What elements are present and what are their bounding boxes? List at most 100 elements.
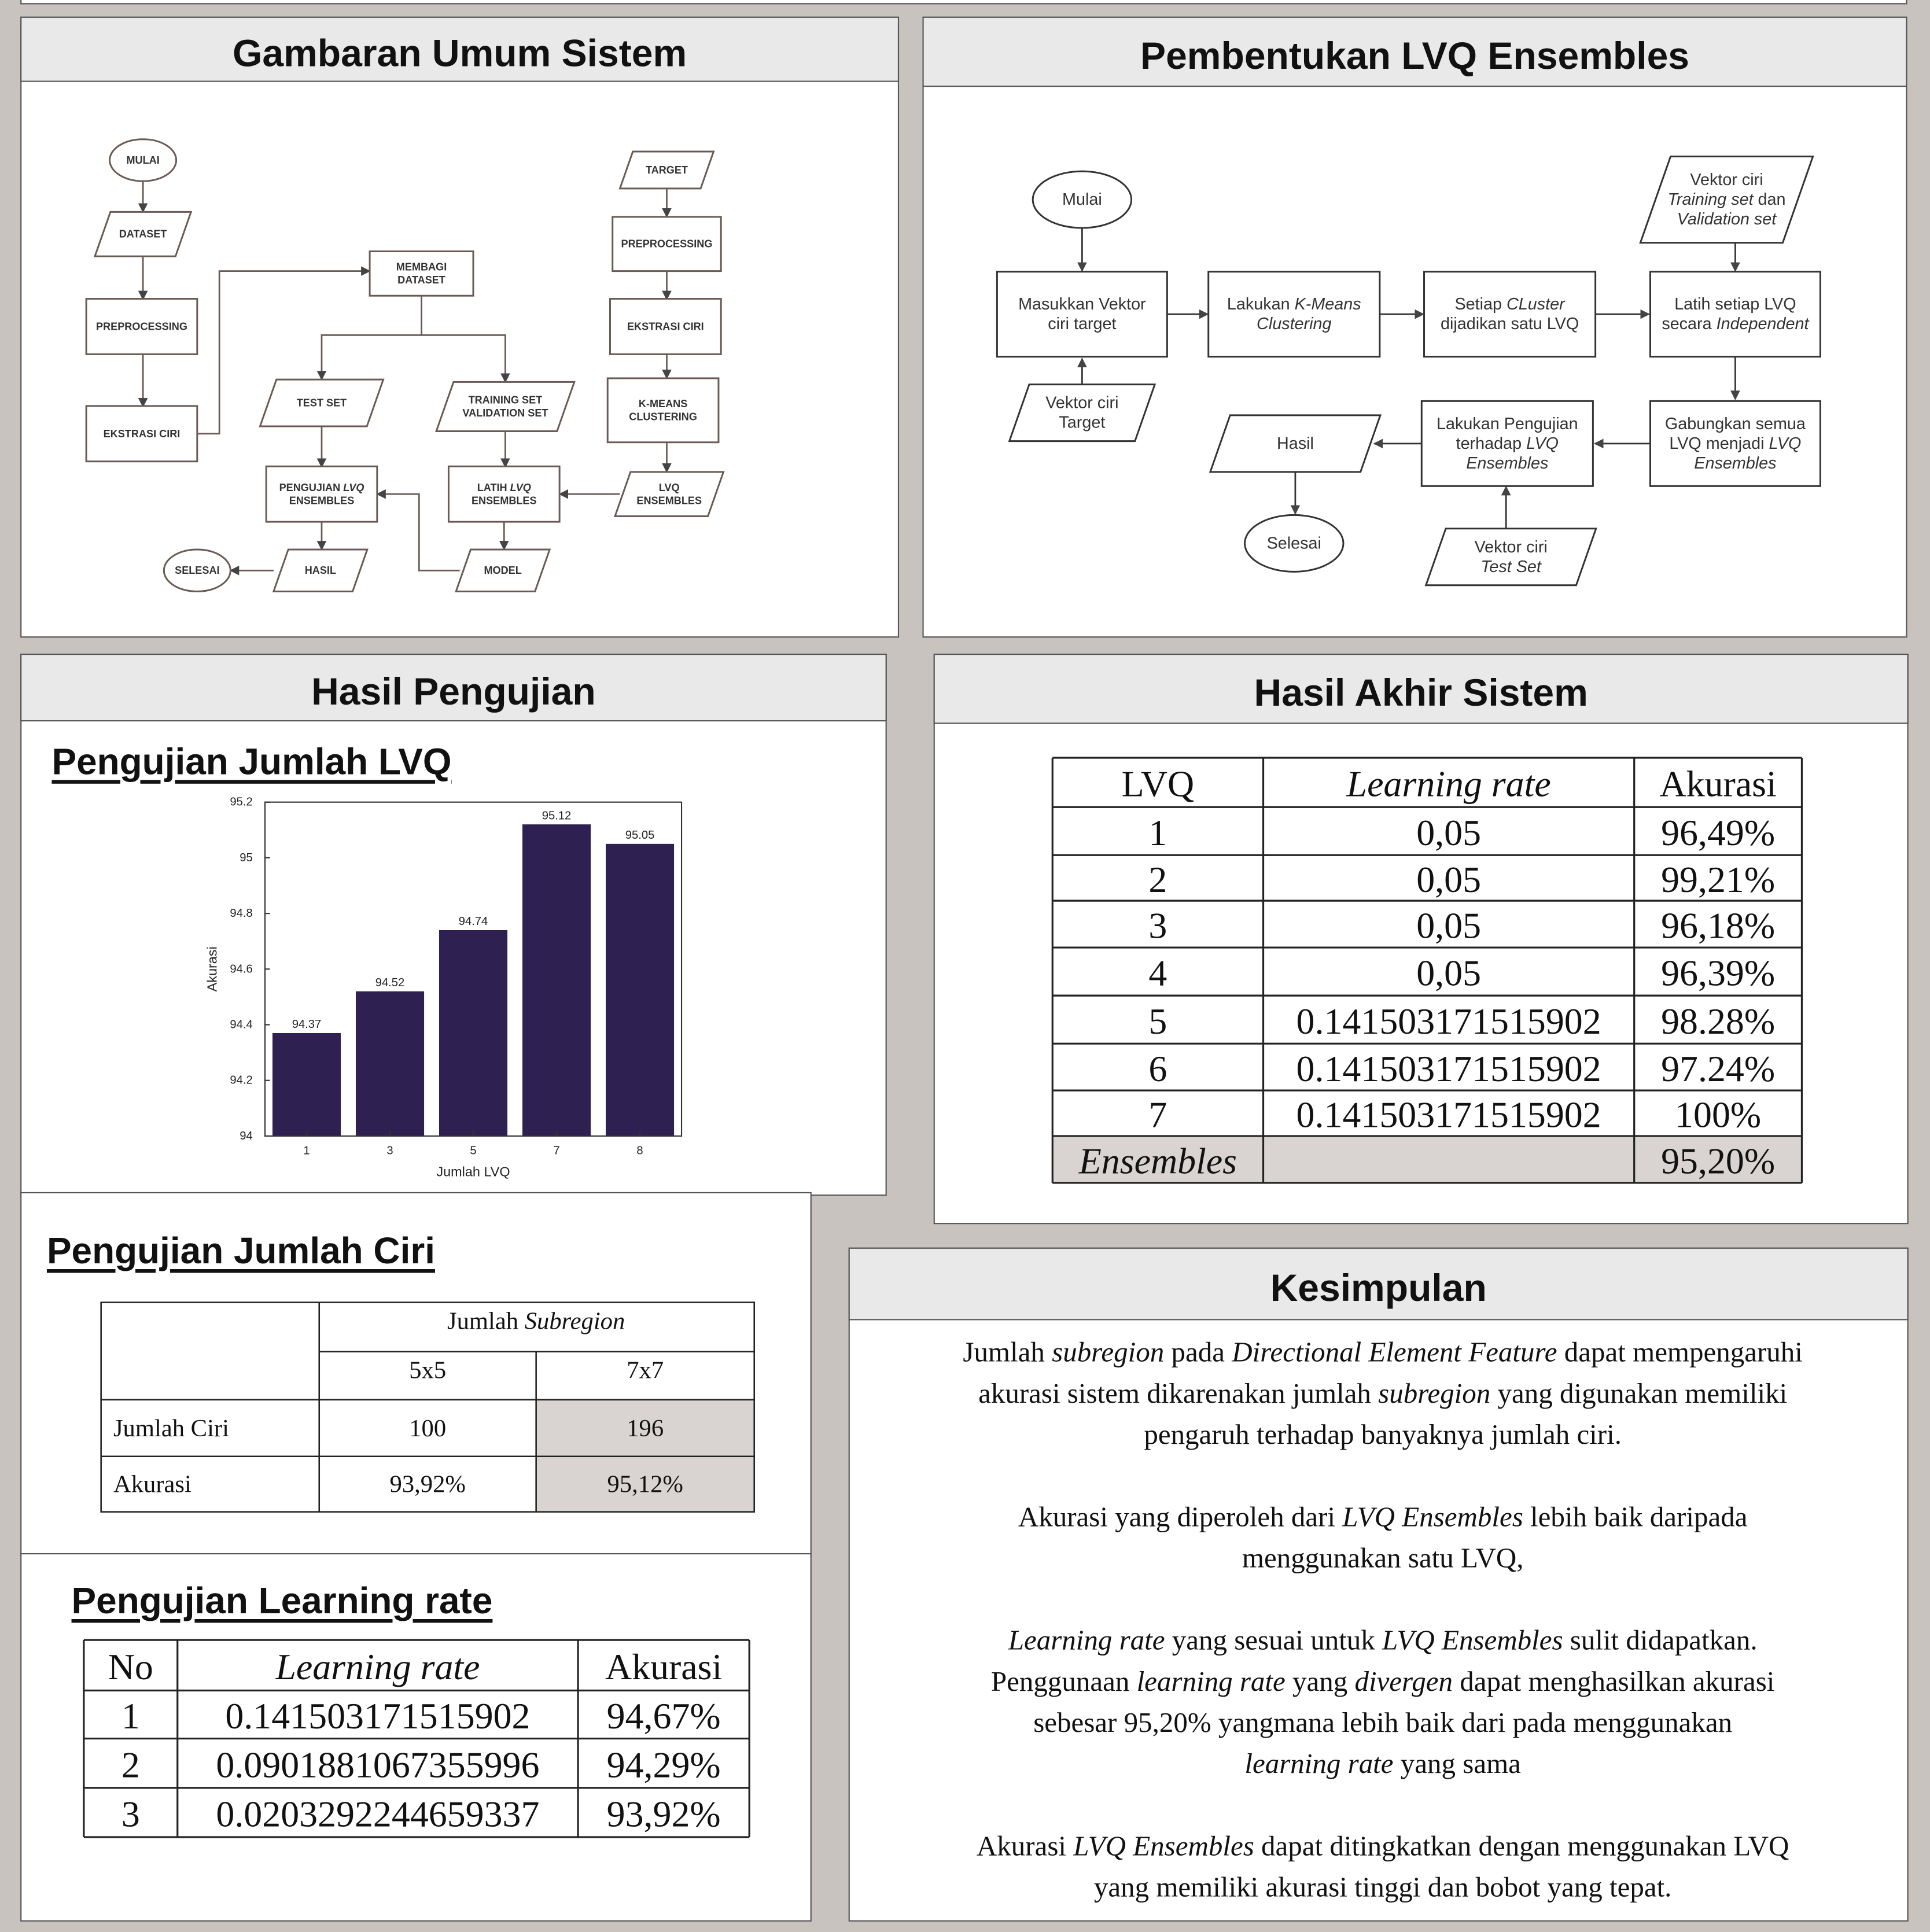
x-tick-label: 8 bbox=[636, 1145, 643, 1157]
flow-label: Validation set bbox=[1677, 210, 1777, 228]
text-span: Learning rate bbox=[1008, 1624, 1165, 1656]
flow-label: EKSTRASI CIRI bbox=[627, 320, 704, 332]
flow-process bbox=[265, 465, 378, 523]
table-cell: 0.141503171515902 bbox=[1297, 1094, 1601, 1135]
text-span: Gabungkan semua bbox=[1665, 415, 1806, 433]
top-strip bbox=[20, 0, 1907, 5]
y-tick-label: 95.2 bbox=[230, 796, 252, 809]
bar bbox=[605, 843, 675, 1136]
text-span: No bbox=[108, 1646, 153, 1687]
text-span: learning rate bbox=[1137, 1665, 1286, 1697]
text-span: yang sama bbox=[1394, 1747, 1522, 1779]
flow-label: VALIDATION SET bbox=[462, 407, 548, 419]
text-span: 99,21% bbox=[1661, 858, 1775, 899]
text-span: VALIDATION SET bbox=[462, 407, 548, 419]
flow-process bbox=[996, 271, 1168, 358]
table-cell: 2 bbox=[121, 1744, 140, 1785]
flow-label: dijadikan satu LVQ bbox=[1441, 315, 1579, 333]
flow-label: Training set dan bbox=[1667, 190, 1785, 209]
conclusion-line: yang memiliki akurasi tinggi dan bobot y… bbox=[1094, 1871, 1672, 1902]
text-span: Lakukan Pengujian bbox=[1437, 415, 1578, 433]
text-span: CLUSTERING bbox=[629, 411, 697, 423]
text-span: pengaruh terhadap banyaknya jumlah ciri. bbox=[1144, 1418, 1622, 1450]
x-tick-label: 3 bbox=[386, 1145, 393, 1157]
flow-io bbox=[272, 548, 369, 592]
flow-label: terhadap LVQ bbox=[1456, 434, 1559, 453]
text-span: DATASET bbox=[397, 274, 445, 286]
text-span: 95,12% bbox=[607, 1470, 683, 1498]
text-span: 6 bbox=[1148, 1048, 1167, 1089]
text-span: subregion bbox=[1052, 1336, 1164, 1367]
text-span: 3 bbox=[1148, 905, 1167, 946]
text-span: 5x5 bbox=[409, 1356, 446, 1384]
table-cell: 100 bbox=[409, 1414, 446, 1441]
text-span: Mulai bbox=[1062, 190, 1102, 209]
text-span: SELESAI bbox=[175, 565, 219, 576]
table-border bbox=[100, 1301, 756, 1513]
table-cell: Akurasi bbox=[605, 1646, 722, 1687]
table-cell: 196 bbox=[627, 1414, 664, 1441]
text-span: LVQ Ensembles bbox=[1382, 1624, 1563, 1656]
y-tick-label: 94.4 bbox=[230, 1019, 252, 1031]
panel-title: Gambaran Umum Sistem bbox=[233, 32, 687, 75]
table-cell: Learning rate bbox=[1346, 763, 1551, 804]
text-span: yang memiliki akurasi tinggi dan bobot y… bbox=[1094, 1871, 1672, 1902]
text-span: learning rate bbox=[1244, 1747, 1393, 1779]
text-span: Subregion bbox=[525, 1307, 625, 1334]
table-cell: 0.141503171515902 bbox=[225, 1695, 530, 1736]
flow-label: PREPROCESSING bbox=[621, 238, 713, 250]
flow-label: MEMBAGI bbox=[396, 261, 447, 273]
text-span: lebih baik daripada bbox=[1523, 1500, 1748, 1532]
panel-title: Kesimpulan bbox=[1270, 1266, 1487, 1309]
text-span: Training set bbox=[1667, 190, 1754, 209]
table-cell: 100% bbox=[1675, 1094, 1761, 1135]
flow-io bbox=[455, 548, 551, 592]
text-span: ciri target bbox=[1048, 315, 1116, 333]
flow-label: DATASET bbox=[119, 228, 167, 240]
text-span: Learning rate bbox=[1346, 763, 1551, 804]
table-cell: 94,29% bbox=[607, 1744, 721, 1785]
plot-frame bbox=[264, 801, 683, 1137]
text-span: dan bbox=[1754, 190, 1786, 209]
x-axis-label: Jumlah LVQ bbox=[436, 1164, 510, 1179]
text-span: MEMBAGI bbox=[396, 261, 447, 273]
section-heading: Pengujian Jumlah Ciri bbox=[47, 1230, 435, 1271]
text-span: 0.141503171515902 bbox=[1297, 1048, 1601, 1089]
flow-io bbox=[435, 381, 576, 433]
text-span: Independent bbox=[1717, 315, 1810, 333]
flow-label: TARGET bbox=[646, 164, 688, 176]
flow-label: Selesai bbox=[1267, 534, 1321, 552]
text-span: TARGET bbox=[646, 164, 688, 176]
table-cell: 96,49% bbox=[1661, 812, 1775, 853]
bar bbox=[522, 824, 591, 1136]
text-span: 0.141503171515902 bbox=[1297, 1094, 1601, 1135]
text-span: LVQ Ensembles bbox=[1073, 1830, 1254, 1861]
y-tick-label: 94 bbox=[240, 1130, 253, 1142]
text-span: 97.24% bbox=[1661, 1048, 1775, 1089]
table-cell: 94,67% bbox=[607, 1695, 721, 1736]
text-span: yang sesuai untuk bbox=[1165, 1624, 1383, 1656]
text-span: 98.28% bbox=[1661, 1000, 1775, 1041]
text-span: ENSEMBLES bbox=[472, 495, 537, 506]
conclusion-line: Learning rate yang sesuai untuk LVQ Ense… bbox=[1008, 1624, 1758, 1656]
flow-label: PENGUJIAN LVQ bbox=[279, 482, 364, 493]
text-span: Selesai bbox=[1267, 534, 1321, 552]
table-cell: 5 bbox=[1148, 1000, 1167, 1041]
text-span: 94,67% bbox=[607, 1695, 721, 1736]
data-label: 94.52 bbox=[375, 976, 405, 989]
cell-shade bbox=[1052, 1135, 1802, 1183]
text-span: K-Means bbox=[1295, 295, 1361, 314]
text-span: PREPROCESSING bbox=[96, 320, 187, 332]
text-span: 0,05 bbox=[1416, 905, 1481, 946]
text-span: Ensembles bbox=[1078, 1140, 1237, 1181]
text-span: 95,20% bbox=[1661, 1140, 1775, 1181]
table-cell: 95,12% bbox=[607, 1470, 683, 1498]
text-span: PENGUJIAN bbox=[279, 482, 344, 493]
text-span: LATIH bbox=[477, 482, 510, 493]
flow-label: Vektor ciri bbox=[1690, 171, 1763, 189]
section-heading: Pengujian Learning rate bbox=[72, 1580, 493, 1621]
table-cell: Learning rate bbox=[275, 1646, 480, 1687]
text-span: 94,29% bbox=[607, 1744, 721, 1785]
text-span: TEST SET bbox=[297, 397, 347, 409]
x-tick-label: 7 bbox=[553, 1145, 559, 1157]
